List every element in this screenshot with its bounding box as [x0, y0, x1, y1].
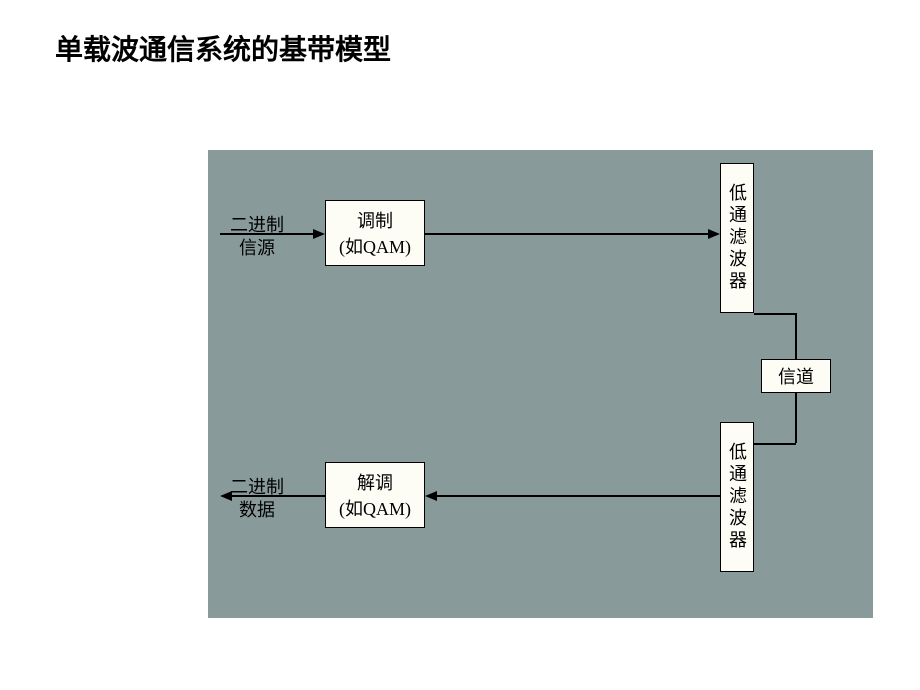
arrow-line [795, 393, 797, 443]
arrow-head-left-icon [220, 491, 232, 501]
arrow-line [795, 313, 797, 359]
input-label-line2: 信源 [239, 238, 275, 258]
modulator-box: 调制 (如QAM) [325, 200, 425, 266]
page-title: 单载波通信系统的基带模型 [55, 28, 391, 68]
demodulator-box: 解调 (如QAM) [325, 462, 425, 528]
arrow-head-left-icon [425, 491, 437, 501]
arrow-line [754, 313, 796, 315]
input-label-line1: 二进制 [230, 215, 284, 235]
modulator-line1: 调制 [357, 211, 393, 231]
arrow-line [425, 233, 710, 235]
arrow-line [435, 495, 720, 497]
arrow-head-right-icon [313, 229, 325, 239]
arrow-line [220, 233, 315, 235]
output-label: 二进制 数据 [230, 476, 284, 523]
output-label-line2: 数据 [239, 500, 275, 520]
channel-box: 信道 [761, 359, 831, 393]
input-label: 二进制 信源 [230, 214, 284, 261]
demodulator-line2: (如QAM) [339, 499, 411, 519]
modulator-line2: (如QAM) [339, 237, 411, 257]
lpf1-box: 低通滤波器 [720, 163, 754, 313]
arrow-line [754, 443, 796, 445]
arrow-line [230, 495, 325, 497]
demodulator-line1: 解调 [357, 473, 393, 493]
lpf2-box: 低通滤波器 [720, 422, 754, 572]
output-label-line1: 二进制 [230, 477, 284, 497]
arrow-head-right-icon [708, 229, 720, 239]
